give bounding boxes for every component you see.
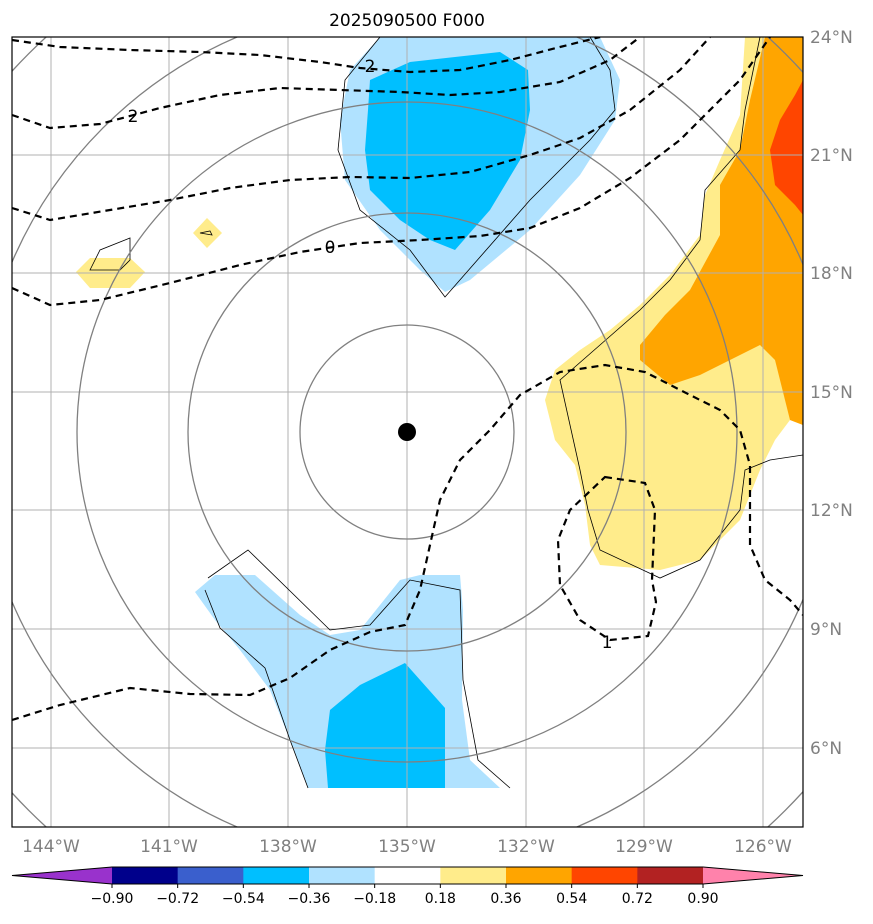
x-tick-label: 132°W <box>497 837 555 857</box>
colorbar-extend-high <box>703 867 803 884</box>
figure-title: 2025090500 F000 <box>329 11 485 31</box>
x-tick-label: 129°W <box>615 837 673 857</box>
colorbar-segment <box>571 867 638 884</box>
filled-region-east-core <box>640 37 803 425</box>
colorbar-tick-label: 0.36 <box>490 891 521 907</box>
colorbar-segment <box>112 867 179 884</box>
colorbar-segment <box>243 867 310 884</box>
x-tick-label: 126°W <box>734 837 792 857</box>
dashed-contour-one <box>12 363 803 722</box>
y-tick-label: 9°N <box>810 620 842 640</box>
dashed-contour-north-1 <box>12 37 601 74</box>
dashed-contour-one-loop <box>556 475 658 642</box>
range-ring-1 <box>299 324 515 540</box>
colorbar-tick-label: −0.18 <box>353 891 396 907</box>
colorbar-segment <box>506 867 573 884</box>
storm-center-marker <box>398 423 416 441</box>
y-axis-labels: 6°N 9°N 12°N 15°N 18°N 21°N 24°N <box>810 28 853 759</box>
outline-contours <box>89 37 803 789</box>
dashed-contour-mid <box>12 37 711 222</box>
colorbar-segment <box>440 867 507 884</box>
y-tick-label: 15°N <box>810 383 853 403</box>
colorbar: −0.90 −0.72 −0.54 −0.36 −0.18 0.18 0.36 0.54 0.7… <box>11 866 804 907</box>
contour-label-north-1: 2 <box>365 57 376 77</box>
colorbar-tick-label: 0.90 <box>687 891 718 907</box>
colorbar-tick-label: 0.54 <box>556 891 587 907</box>
x-tick-label: 138°W <box>259 837 317 857</box>
y-tick-label: 6°N <box>810 739 842 759</box>
colorbar-segment <box>374 867 441 884</box>
colorbar-segment <box>177 867 244 884</box>
colorbar-extend-low <box>12 867 112 884</box>
y-tick-label: 12°N <box>810 501 853 521</box>
colorbar-tick-label: 0.18 <box>425 891 456 907</box>
filled-region-island-2 <box>193 218 222 248</box>
range-ring-2 <box>187 212 627 652</box>
x-tick-label: 135°W <box>378 837 436 857</box>
x-tick-label: 144°W <box>22 837 80 857</box>
y-tick-label: 21°N <box>810 146 853 166</box>
range-ring-3 <box>76 101 738 763</box>
colorbar-segment <box>637 867 704 884</box>
colorbar-segment <box>309 867 376 884</box>
colorbar-tick-label: −0.36 <box>288 891 331 907</box>
contour-label-one: 1 <box>602 633 613 653</box>
x-tick-label: 141°W <box>140 837 198 857</box>
filled-region-east-peak <box>770 80 803 215</box>
dashed-contours <box>12 37 803 722</box>
colorbar-tick-label: −0.90 <box>91 891 134 907</box>
x-axis-labels: 144°W 141°W 138°W 135°W 132°W 129°W 126°… <box>22 837 792 857</box>
y-tick-label: 24°N <box>810 28 853 48</box>
dashed-contour-north-2 <box>12 37 641 130</box>
filled-region-south-core <box>325 663 445 788</box>
map-frame <box>11 36 804 828</box>
contour-label-zero: 0 <box>325 238 336 258</box>
colorbar-tick-label: 0.72 <box>622 891 653 907</box>
colorbar-tick-label: −0.54 <box>222 891 265 907</box>
y-tick-label: 18°N <box>810 264 853 284</box>
colorbar-tick-label: −0.72 <box>156 891 199 907</box>
contour-label-north-2: 2 <box>128 107 139 127</box>
